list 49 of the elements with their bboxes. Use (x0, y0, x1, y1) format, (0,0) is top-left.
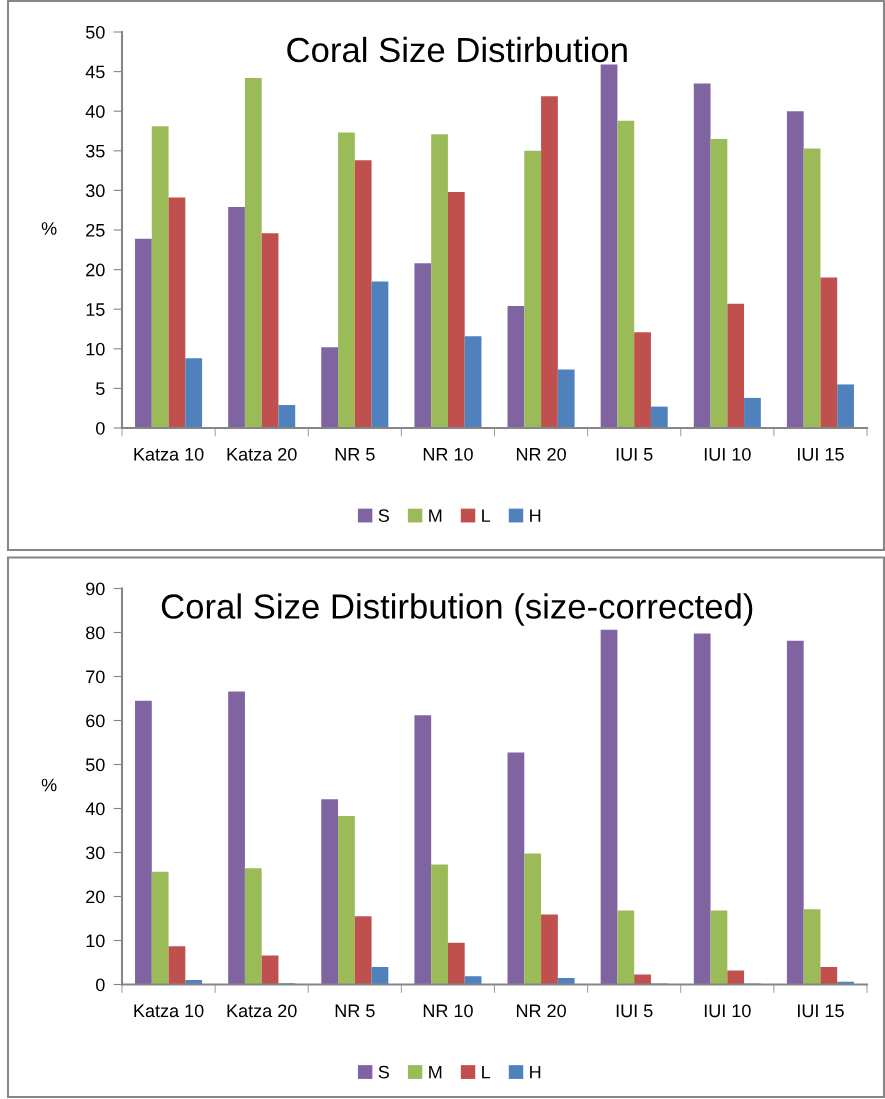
x-tick-label: IUI 15 (798, 1004, 844, 1018)
y-tick-label: 50 (85, 25, 105, 39)
legend-label: M (429, 509, 442, 522)
x-tick-label: IUI 5 (616, 448, 653, 461)
x-tick-label: NR 5 (335, 448, 375, 461)
y-tick-label: 70 (86, 670, 105, 684)
y-tick-label: 10 (86, 934, 105, 948)
y-tick-label: 0 (96, 978, 105, 992)
x-tick-label: Katza 20 (227, 447, 297, 461)
y-tick-label: 80 (86, 626, 105, 640)
chart-title: Coral Size Distirbution (size-corrected) (161, 593, 753, 626)
x-tick-label: IUI 15 (798, 448, 844, 461)
x-tick-label: NR 10 (423, 447, 473, 461)
x-tick-label: IUI 5 (616, 1004, 653, 1018)
y-tick-label: 5 (96, 382, 105, 396)
y-tick-label: 40 (85, 802, 105, 816)
x-tick-label: Katza 10 (134, 1004, 204, 1018)
y-tick-label: 25 (86, 223, 105, 237)
y-tick-label: 90 (86, 582, 105, 596)
x-tick-label: NR 20 (516, 447, 566, 461)
legend-label: M (429, 1065, 442, 1079)
legend-label: L (482, 509, 491, 522)
y-tick-label: 35 (85, 144, 105, 158)
y-tick-label: 10 (86, 342, 105, 356)
legend-label: H (530, 509, 541, 522)
y-tick-label: 40 (85, 105, 105, 118)
y-tick-label: 30 (85, 184, 105, 198)
y-tick-label: 20 (86, 890, 105, 904)
y-tick-label: 15 (86, 303, 105, 316)
legend-label: L (482, 1065, 491, 1079)
legend-label: H (530, 1065, 541, 1079)
y-tick-label: 50 (85, 758, 105, 772)
legend-label: S (378, 509, 389, 522)
x-tick-label: IUI 10 (704, 447, 751, 461)
x-tick-label: IUI 10 (704, 1004, 751, 1018)
y-tick-label: 60 (86, 714, 105, 728)
x-tick-label: NR 20 (516, 1004, 566, 1018)
y-tick-label: 20 (86, 263, 105, 277)
x-tick-label: Katza 20 (227, 1004, 297, 1018)
legend-label: S (378, 1065, 389, 1079)
x-tick-label: Katza 10 (134, 447, 204, 461)
y-tick-label: 30 (85, 846, 105, 860)
y-axis-title: % (41, 778, 57, 792)
x-tick-label: NR 10 (423, 1004, 473, 1018)
y-tick-label: 0 (96, 421, 105, 435)
y-axis-title: % (41, 222, 57, 235)
y-tick-label: 45 (85, 65, 105, 79)
chart-title: Coral Size Distirbution (287, 36, 627, 63)
x-tick-label: NR 5 (335, 1004, 375, 1018)
